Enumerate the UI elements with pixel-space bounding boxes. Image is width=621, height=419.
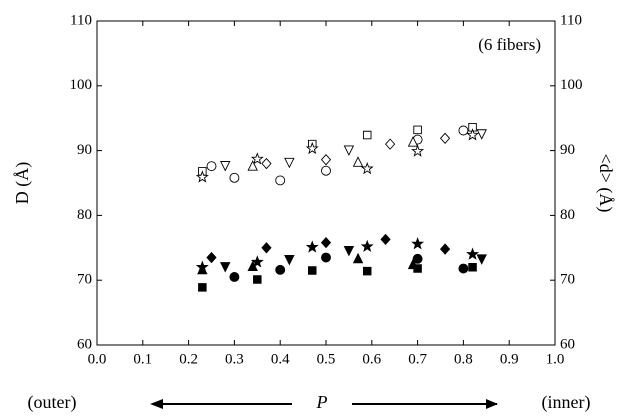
data-point [320, 236, 332, 249]
data-point [321, 165, 331, 176]
y2-tick-label: 100 [560, 77, 583, 93]
data-point [320, 153, 332, 166]
data-point [468, 262, 477, 272]
x-left-label: (outer) [28, 392, 77, 413]
data-point [305, 240, 319, 253]
data-point [343, 245, 355, 257]
data-point [385, 138, 396, 150]
y2-tick-label: 60 [560, 336, 575, 352]
data-point [250, 255, 264, 268]
x-tick-label: 0.0 [88, 351, 107, 367]
data-point [275, 175, 286, 186]
data-point [220, 161, 231, 172]
y-tick-label: 60 [77, 336, 92, 352]
y-tick-label: 90 [77, 142, 92, 158]
x-axis-label: P [316, 392, 328, 412]
data-point [198, 283, 207, 292]
data-point [284, 157, 295, 169]
data-point [229, 272, 240, 282]
y-axis-label: D (Å) [12, 162, 33, 205]
data-point [229, 172, 240, 183]
data-point [352, 156, 364, 167]
data-point [253, 275, 262, 284]
y2-tick-label: 110 [560, 12, 582, 28]
data-point [275, 264, 286, 275]
data-point [380, 233, 391, 246]
data-point [343, 145, 355, 156]
data-point [352, 252, 364, 264]
data-point [308, 266, 317, 275]
y2-tick-label: 70 [560, 272, 575, 288]
y-tick-label: 100 [70, 77, 93, 93]
x-tick-label: 0.7 [408, 351, 427, 367]
x-tick-label: 0.1 [133, 351, 152, 367]
data-point [466, 128, 480, 141]
x-tick-label: 0.6 [362, 351, 381, 367]
data-point [206, 161, 217, 172]
data-point [362, 266, 372, 276]
x-right-label: (inner) [542, 392, 591, 413]
data-point [220, 262, 231, 273]
x-tick-label: 0.2 [179, 351, 198, 367]
x-tick-label: 0.4 [271, 351, 290, 367]
x-tick-label: 1.0 [546, 351, 565, 367]
data-point [261, 157, 272, 170]
data-point [458, 263, 469, 274]
plot-frame [96, 20, 556, 346]
data-point [195, 260, 209, 273]
data-point [468, 123, 477, 132]
data-point [261, 242, 272, 254]
data-point [305, 141, 319, 155]
y-tick-label: 80 [77, 207, 92, 223]
annotation: (6 fibers) [478, 35, 541, 54]
y-tick-label: 70 [77, 272, 92, 288]
data-point [247, 160, 258, 171]
data-point [411, 237, 425, 250]
data-point [284, 255, 295, 266]
data-point [250, 152, 264, 165]
data-point [360, 239, 374, 252]
x-tick-label: 0.9 [500, 351, 519, 367]
y2-tick-label: 80 [560, 207, 575, 223]
data-point [466, 247, 480, 260]
data-point [439, 132, 451, 144]
data-point [413, 125, 422, 135]
data-point [195, 170, 209, 183]
data-point [321, 252, 331, 263]
data-point [412, 253, 423, 264]
data-point [407, 258, 419, 270]
x-tick-label: 0.3 [225, 351, 244, 367]
data-point [476, 254, 487, 265]
data-point [458, 125, 469, 136]
x-tick-label: 0.8 [454, 351, 473, 367]
data-point [411, 144, 425, 157]
y2-tick-label: 90 [560, 142, 575, 158]
data-point [407, 136, 419, 147]
y2-axis-label: <d> (Å) [595, 154, 616, 213]
data-point [362, 130, 372, 140]
x-tick-label: 0.5 [317, 351, 336, 367]
arrow-left-head [150, 399, 163, 409]
data-point [360, 161, 374, 175]
y-tick-label: 110 [70, 12, 92, 28]
data-point [206, 251, 217, 264]
data-point [439, 243, 451, 255]
data-point [476, 129, 487, 140]
